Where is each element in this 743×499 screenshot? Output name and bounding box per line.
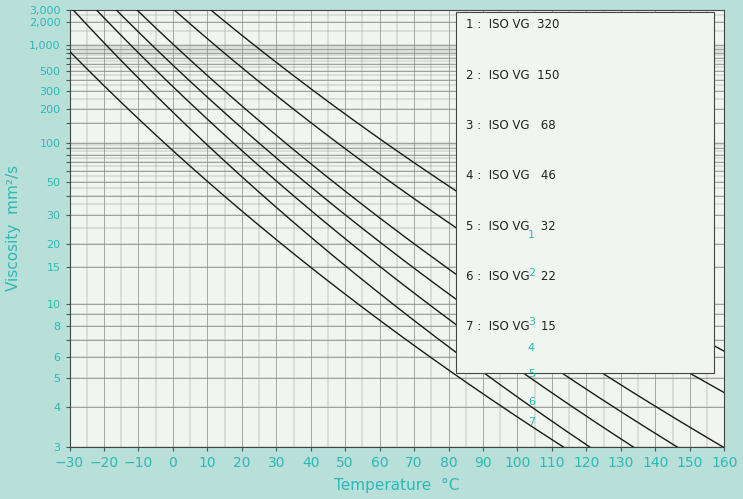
Text: 4 :  ISO VG   46: 4 : ISO VG 46	[466, 169, 556, 182]
Text: 5 :  ISO VG   32: 5 : ISO VG 32	[466, 220, 555, 233]
X-axis label: Temperature  °C: Temperature °C	[334, 479, 460, 494]
Text: 3: 3	[528, 317, 535, 327]
Text: 6 :  ISO VG   22: 6 : ISO VG 22	[466, 270, 556, 283]
Text: 3 :  ISO VG   68: 3 : ISO VG 68	[466, 119, 555, 132]
Text: 5: 5	[528, 369, 535, 379]
Text: 2: 2	[528, 268, 535, 278]
Text: 2 :  ISO VG  150: 2 : ISO VG 150	[466, 69, 559, 82]
FancyBboxPatch shape	[455, 12, 714, 373]
Text: 7: 7	[528, 417, 535, 427]
Text: 1 :  ISO VG  320: 1 : ISO VG 320	[466, 18, 559, 31]
Y-axis label: Viscosity  mm²/s: Viscosity mm²/s	[5, 165, 21, 291]
Text: 4: 4	[528, 342, 535, 352]
Text: 7 :  ISO VG   15: 7 : ISO VG 15	[466, 320, 555, 333]
Text: 6: 6	[528, 397, 535, 407]
Text: 1: 1	[528, 230, 535, 240]
